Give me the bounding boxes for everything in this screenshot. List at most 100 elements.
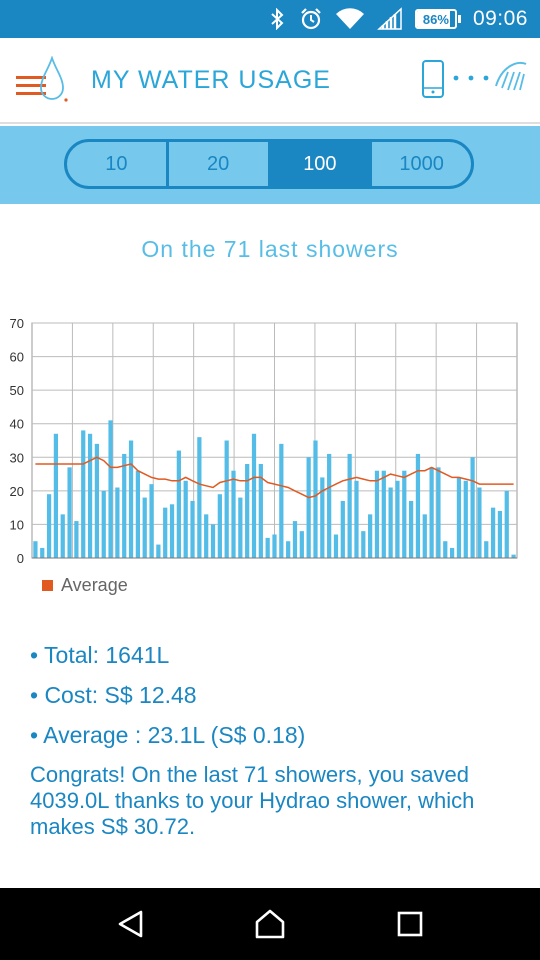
chart-bar — [361, 531, 366, 558]
chart-bar — [163, 507, 168, 558]
y-tick-label: 20 — [10, 484, 24, 499]
chart-bar — [81, 430, 86, 558]
chart-bar — [204, 514, 209, 558]
y-tick-label: 10 — [10, 517, 24, 532]
chart-bar — [197, 437, 202, 558]
chart-bar — [265, 537, 270, 558]
congrats-message: Congrats! On the last 71 showers, you sa… — [30, 762, 475, 839]
chart-bar — [40, 547, 45, 558]
device-connect-button[interactable] — [418, 58, 530, 108]
alarm-icon — [301, 8, 321, 30]
chart-bar — [477, 487, 482, 558]
chart-bar — [388, 487, 393, 558]
recents-button[interactable] — [380, 894, 440, 954]
cellular-signal-icon — [376, 7, 402, 30]
chart-bar — [443, 541, 448, 558]
chart-bar — [449, 547, 455, 558]
system-nav-bar — [0, 888, 540, 960]
chart-bar — [190, 500, 195, 558]
y-tick-label: 60 — [10, 350, 24, 365]
chart-bar — [484, 541, 489, 558]
chart-bar — [156, 544, 161, 558]
chart-bar — [320, 477, 325, 558]
chart-bar — [374, 470, 380, 558]
chart-bar — [354, 480, 359, 558]
chart-bar — [258, 464, 263, 558]
stat-total: • Total: 1641L — [30, 642, 170, 668]
chart-bar — [33, 541, 38, 558]
chart-bar — [217, 494, 222, 558]
chart-bar — [279, 443, 284, 558]
chart-bar — [128, 440, 134, 558]
chart-heading: On the 71 last showers — [141, 236, 399, 262]
chart-bar — [497, 511, 503, 558]
chart-bar — [210, 524, 216, 558]
battery-level-text: 86% — [422, 11, 449, 27]
chart-bar — [306, 457, 311, 558]
chart-legend: Average — [42, 575, 128, 596]
chart-bar — [368, 514, 373, 558]
menu-button[interactable] — [14, 55, 72, 106]
chart-bar — [299, 531, 304, 558]
chart-bar — [490, 507, 496, 558]
range-option-20[interactable]: 20 — [165, 142, 268, 186]
stat-cost: • Cost: S$ 12.48 — [30, 682, 197, 708]
range-segmented-control: 10 20 100 1000 — [64, 139, 474, 189]
range-option-100[interactable]: 100 — [267, 142, 370, 186]
chart-bar — [381, 470, 386, 558]
chart-bar — [333, 534, 339, 558]
back-icon — [118, 910, 143, 938]
page-title: MY WATER USAGE — [91, 66, 331, 94]
chart-bar — [456, 477, 462, 558]
chart-bar — [251, 433, 257, 558]
chart-bar — [87, 433, 93, 558]
chart-bar — [108, 420, 113, 558]
water-usage-chart: 0 10 20 30 40 50 60 70 — [10, 316, 518, 566]
back-button[interactable] — [100, 894, 160, 954]
range-selector-band: 10 20 100 1000 — [0, 126, 540, 204]
chart-bar — [422, 514, 427, 558]
battery-icon: 86% — [414, 9, 461, 29]
chart-bar — [60, 514, 65, 558]
y-tick-label: 40 — [10, 417, 24, 432]
chart-bar — [224, 440, 229, 558]
chart-bar — [395, 480, 400, 558]
chart-bar — [504, 490, 509, 558]
chart-bar — [183, 480, 188, 558]
chart-bar — [67, 467, 72, 558]
average-line — [35, 456, 514, 499]
chart-bar — [142, 497, 147, 558]
range-option-10[interactable]: 10 — [105, 152, 128, 175]
chart-bar — [176, 450, 181, 558]
y-tick-label: 0 — [17, 551, 24, 566]
chart-bar — [169, 504, 175, 558]
chart-bar — [135, 470, 140, 558]
chart-bar — [402, 470, 407, 558]
chart-bar — [53, 433, 59, 558]
recents-icon — [397, 911, 423, 937]
chart-bar — [238, 497, 243, 558]
chart-bar — [94, 443, 100, 558]
legend-swatch-average — [42, 580, 53, 591]
chart-bar — [436, 467, 441, 558]
status-bar: 86% 09:06 — [0, 0, 540, 38]
chart-bar — [149, 484, 154, 558]
range-option-1000[interactable]: 1000 — [369, 142, 471, 186]
chart-bar — [74, 521, 79, 558]
chart-bar — [313, 440, 318, 558]
chart-bar — [415, 453, 421, 558]
phone-to-shower-icon — [422, 60, 527, 98]
chart-bar — [327, 453, 332, 558]
home-button[interactable] — [240, 894, 300, 954]
chart-bar — [292, 521, 298, 558]
chart-bar — [409, 500, 414, 558]
home-icon — [255, 909, 285, 939]
y-tick-label: 50 — [10, 383, 24, 398]
chart-bar — [115, 487, 120, 558]
clock: 09:06 — [472, 7, 528, 30]
y-tick-label: 30 — [10, 450, 24, 465]
legend-label-average: Average — [61, 575, 128, 595]
usage-stats: • Total: 1641L • Cost: S$ 12.48 • Averag… — [30, 640, 520, 840]
wifi-icon — [335, 8, 364, 30]
